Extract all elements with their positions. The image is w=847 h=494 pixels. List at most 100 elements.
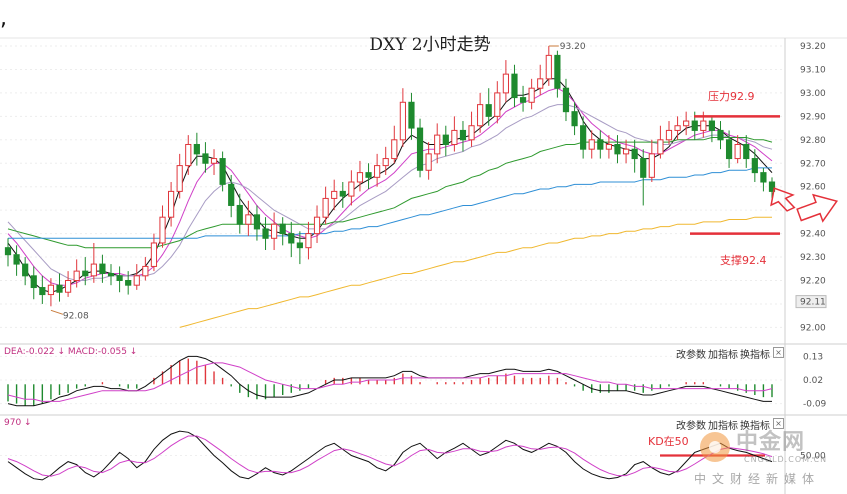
candle-body xyxy=(39,287,46,296)
candle xyxy=(648,139,655,183)
candle xyxy=(571,102,578,136)
candle xyxy=(176,153,183,199)
candle xyxy=(511,64,518,107)
candle-body xyxy=(279,223,286,235)
candle-body xyxy=(365,172,372,178)
candle-body xyxy=(296,242,303,249)
candle xyxy=(425,142,432,180)
candle-body xyxy=(331,190,338,199)
candle-body xyxy=(528,87,535,103)
candle xyxy=(485,88,492,126)
kd-close-icon[interactable]: × xyxy=(773,418,784,429)
candle xyxy=(22,257,29,286)
candle-body xyxy=(185,143,192,167)
macd-tick-label: -0.09 xyxy=(803,400,827,410)
candle-body xyxy=(717,129,724,141)
candle xyxy=(494,81,501,124)
ma-line-1 xyxy=(7,78,773,293)
price-tick-label: 92.80 xyxy=(800,136,826,146)
candle-body xyxy=(348,181,355,197)
candle-body xyxy=(245,214,252,225)
macd-header: DEA:-0.022 ↓ MACD:-0.055 ↓ xyxy=(4,347,138,357)
down-arrow-icon xyxy=(770,187,796,212)
candle xyxy=(768,177,776,199)
candle xyxy=(82,257,89,286)
price-tick-label: 92.30 xyxy=(800,253,826,263)
candle-body xyxy=(116,275,123,281)
candle-body xyxy=(64,280,72,293)
candle-body xyxy=(253,214,261,230)
price-tick-label: 92.70 xyxy=(800,159,826,169)
kd-add-indicator-button[interactable]: 加指标 xyxy=(708,421,738,432)
kd-edit-params-button[interactable]: 改参数 xyxy=(676,421,706,432)
candle-body xyxy=(47,284,55,296)
candle xyxy=(597,130,604,159)
ma-line-5 xyxy=(8,167,772,239)
watermark-subtitle: 中文财经新媒体 xyxy=(694,472,821,486)
macd-dif-line xyxy=(7,355,772,407)
candle xyxy=(133,264,140,290)
kd-switch-indicator-button[interactable]: 换指标 xyxy=(740,421,770,432)
macd-switch-indicator-button[interactable]: 换指标 xyxy=(740,350,770,361)
candle-body xyxy=(30,275,37,289)
macd-add-indicator-button[interactable]: 加指标 xyxy=(708,350,738,361)
macd-dea-line xyxy=(7,362,773,402)
candle-body xyxy=(322,197,329,218)
candle xyxy=(374,153,381,187)
candle-body xyxy=(159,216,166,244)
candle xyxy=(665,121,673,145)
candle xyxy=(236,193,243,234)
candle xyxy=(708,116,716,143)
candle xyxy=(159,205,166,248)
candle-body xyxy=(451,129,458,145)
candle xyxy=(210,149,218,175)
candle xyxy=(605,135,612,159)
candle xyxy=(391,125,398,164)
candle-body xyxy=(502,73,509,94)
candle xyxy=(725,130,733,168)
direction-arrows xyxy=(770,187,839,223)
price-tick-label: 92.00 xyxy=(800,323,826,333)
candle-body xyxy=(519,97,527,103)
candle-body xyxy=(562,87,570,113)
support-resistance-lines xyxy=(690,115,780,235)
candle-body xyxy=(168,190,175,218)
candle xyxy=(459,121,467,152)
candle-body xyxy=(640,158,647,178)
macd-edit-params-button[interactable]: 改参数 xyxy=(676,350,706,361)
candle xyxy=(313,205,321,243)
candle-body xyxy=(605,143,612,150)
candle-body xyxy=(202,153,209,164)
macd-close-icon[interactable]: × xyxy=(773,347,784,358)
candle-body xyxy=(708,120,716,131)
price-tick-label: 92.60 xyxy=(800,183,826,193)
candle xyxy=(64,271,72,297)
candle xyxy=(13,245,20,276)
candle xyxy=(142,257,149,281)
candle xyxy=(262,217,269,251)
low-marker xyxy=(50,309,64,315)
candle xyxy=(562,78,570,122)
candle xyxy=(185,135,192,175)
candle xyxy=(339,182,346,208)
candle xyxy=(219,151,226,192)
candle xyxy=(640,149,647,206)
candle-body xyxy=(107,272,115,277)
candle-body xyxy=(356,172,364,183)
macd-panel: 0.13 0.02 -0.09 xyxy=(0,343,847,410)
candle-body xyxy=(228,183,235,206)
candle-body xyxy=(339,190,346,197)
candle-body xyxy=(150,242,158,267)
high-label: 93.20 xyxy=(560,42,586,52)
kd-panel: 50.00 xyxy=(0,414,847,481)
candle xyxy=(331,179,338,211)
kd-tick-label: 50.00 xyxy=(800,452,826,462)
candle xyxy=(279,217,286,246)
candle-body xyxy=(751,158,758,174)
candle-body xyxy=(382,158,389,167)
candle-body xyxy=(657,139,664,155)
candle-body xyxy=(674,125,681,131)
main-gridlines xyxy=(0,37,847,494)
candle-body xyxy=(494,92,501,117)
candle xyxy=(734,135,741,164)
